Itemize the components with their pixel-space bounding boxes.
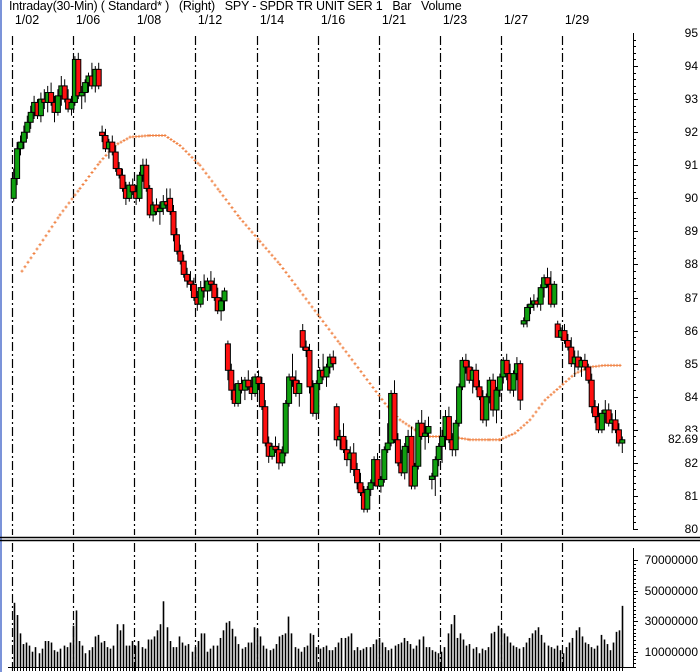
- price-tick-label: 82: [684, 455, 698, 470]
- price-tick-label: 91: [684, 158, 698, 173]
- price-tick-label: 86: [684, 323, 698, 338]
- volume-bars: [13, 601, 624, 671]
- date-label: 1/08: [136, 13, 162, 27]
- price-tick-label: 84: [684, 389, 698, 404]
- volume-tick-label: 50000000: [644, 583, 698, 598]
- price-tick-label: 80: [684, 522, 698, 537]
- last-price-label: 82.69: [665, 432, 698, 446]
- date-label: 1/23: [442, 13, 468, 27]
- date-label: 1/16: [320, 13, 346, 27]
- date-label: 1/14: [259, 13, 285, 27]
- window-left-edge: [0, 0, 2, 672]
- axes: [0, 33, 700, 668]
- price-tick-label: 88: [684, 257, 698, 272]
- price-tick-label: 89: [684, 224, 698, 239]
- price-tick-label: 90: [684, 191, 698, 206]
- date-label: 1/27: [503, 13, 529, 27]
- price-tick-label: 85: [684, 356, 698, 371]
- price-tick-label: 93: [684, 92, 698, 107]
- date-label: 1/12: [197, 13, 223, 27]
- volume-tick-label: 70000000: [644, 553, 698, 567]
- price-tick-label: 95: [684, 26, 698, 40]
- date-label: 1/29: [564, 13, 590, 27]
- date-label: 1/06: [75, 13, 101, 27]
- chart-title: Intraday(30-Min) ( Standard* ) (Right) S…: [9, 0, 462, 13]
- price-tick-label: 94: [684, 59, 698, 74]
- price-tick-label: 87: [684, 290, 698, 305]
- volume-tick-label: 10000000: [644, 644, 698, 659]
- price-candles: [10, 52, 626, 513]
- price-tick-label: 92: [684, 125, 698, 140]
- day-separators: [11, 36, 564, 672]
- date-label: 1/02: [14, 13, 40, 27]
- date-label: 1/21: [381, 13, 407, 27]
- price-tick-label: 81: [684, 488, 698, 503]
- volume-tick-label: 30000000: [644, 614, 698, 629]
- moving-average-line: [20, 134, 622, 442]
